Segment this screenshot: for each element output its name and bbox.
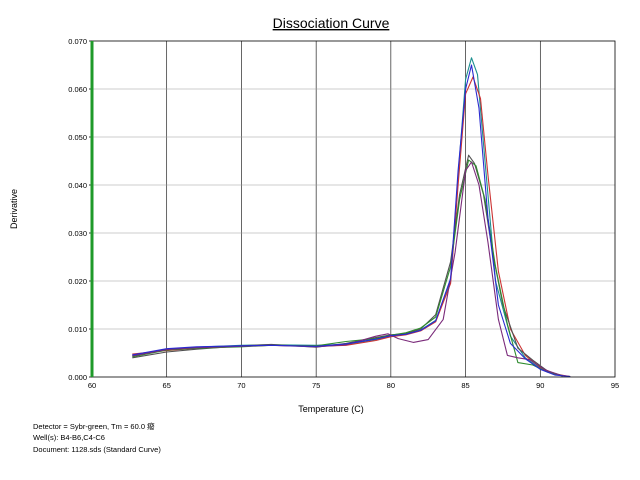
- series-lines: [132, 57, 571, 378]
- x-tick-label: 95: [611, 381, 619, 390]
- plot-frame: [91, 40, 616, 378]
- y-tick-label: 0.020: [68, 277, 87, 286]
- series-line-2: [132, 76, 571, 378]
- x-tick-label: 90: [536, 381, 544, 390]
- y-axis-label: Derivative: [9, 189, 19, 229]
- detector-info: Detector = Sybr-green, Tm = 60.0 癈: [33, 422, 155, 431]
- x-tick-label: 80: [387, 381, 395, 390]
- x-tick-label: 60: [88, 381, 96, 390]
- wells-info: Well(s): B4-B6,C4-C6: [33, 433, 105, 442]
- y-tick-label: 0.070: [68, 37, 87, 46]
- y-tick-label: 0.060: [68, 85, 87, 94]
- document-info: Document: 1128.sds (Standard Curve): [33, 445, 161, 454]
- y-tick-label: 0.030: [68, 229, 87, 238]
- y-tick-label: 0.040: [68, 181, 87, 190]
- series-line-6: [132, 64, 571, 378]
- series-line-3: [132, 154, 563, 377]
- x-axis-label: Temperature (C): [298, 404, 364, 414]
- y-tick-label: 0.000: [68, 373, 87, 382]
- series-line-1: [132, 57, 571, 378]
- axes: 60 65 70 75 80 85 90 95 0.000 0.010 0.020 0.030 0.04…: [68, 37, 619, 390]
- x-tick-label: 70: [237, 381, 245, 390]
- x-tick-label: 75: [312, 381, 320, 390]
- grid: [92, 41, 615, 377]
- y-tick-label: 0.050: [68, 133, 87, 142]
- x-tick-label: 65: [163, 381, 171, 390]
- x-tick-label: 85: [461, 381, 469, 390]
- y-tick-label: 0.010: [68, 325, 87, 334]
- chart-title: Dissociation Curve: [273, 15, 390, 31]
